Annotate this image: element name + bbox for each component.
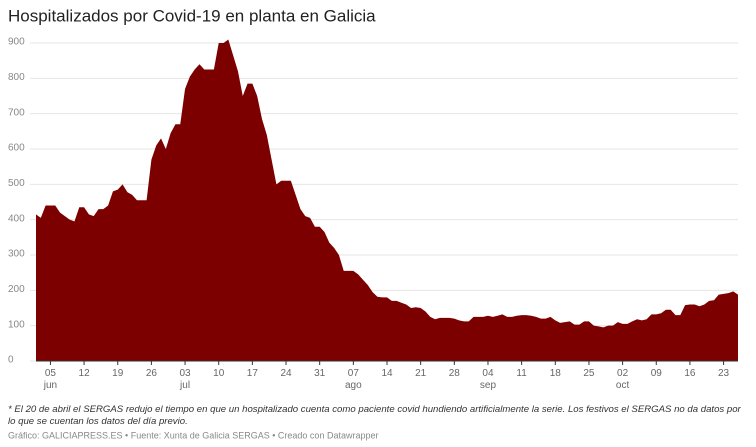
y-tick-label: 800 <box>8 72 25 83</box>
y-tick-label: 400 <box>8 213 25 224</box>
x-tick-label: 28 <box>449 368 461 379</box>
x-tick-label: 18 <box>550 368 562 379</box>
x-tick-label: 11 <box>516 368 527 379</box>
x-tick-label: 26 <box>146 368 158 379</box>
x-tick-label: 23 <box>718 368 730 379</box>
x-tick-label: 21 <box>415 368 427 379</box>
footnote: * El 20 de abril el SERGAS redujo el tie… <box>8 404 742 427</box>
x-tick-label: 16 <box>684 368 696 379</box>
x-tick-label: 10 <box>213 368 225 379</box>
notes: * El 20 de abril el SERGAS redujo el tie… <box>8 404 742 427</box>
x-tick-label: 07 ago <box>345 368 362 391</box>
x-tick-label: 12 <box>79 368 91 379</box>
y-tick-label: 100 <box>8 319 25 330</box>
y-tick-label: 900 <box>8 37 25 48</box>
x-tick-label: 03 jul <box>179 368 191 391</box>
y-tick-label: 200 <box>8 284 25 295</box>
x-tick-label: 04 sep <box>480 368 497 391</box>
y-tick-label: 700 <box>8 107 25 118</box>
x-tick-label: 24 <box>280 368 292 379</box>
area <box>36 39 738 361</box>
x-tick-label: 14 <box>381 368 393 379</box>
x-tick-label: 09 <box>651 368 663 379</box>
x-tick-label: 19 <box>112 368 124 379</box>
y-tick-label: 500 <box>8 178 25 189</box>
y-tick-label: 600 <box>8 143 25 154</box>
x-tick-label: 17 <box>247 368 259 379</box>
y-tick-label: 0 <box>8 355 14 366</box>
x-tick-label: 31 <box>314 368 326 379</box>
x-tick-label: 02 oct <box>616 368 630 391</box>
x-tick-label: 05 jun <box>43 368 57 391</box>
chart-title: Hospitalizados por Covid-19 en planta en… <box>8 6 376 25</box>
x-tick-label: 25 <box>583 368 595 379</box>
y-tick-label: 300 <box>8 249 25 260</box>
credit: Gráfico: GALICIAPRESS.ES • Fuente: Xunta… <box>8 430 378 440</box>
